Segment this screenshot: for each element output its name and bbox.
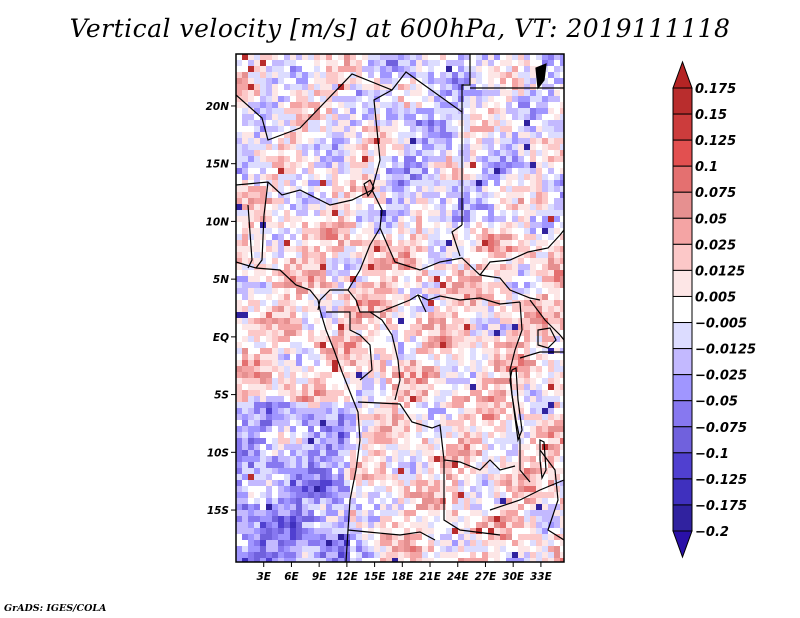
colorbar-swatch (672, 191, 693, 219)
colorbar-label: 0.005 (695, 290, 736, 305)
border-benin-nigeria (255, 181, 269, 269)
colorbar-label: 0.075 (695, 186, 736, 201)
colorbar-swatch (672, 243, 693, 271)
lake-malawi (539, 439, 547, 481)
colorbar-swatch (672, 426, 693, 454)
colorbar-swatch (672, 452, 693, 480)
border-chad-sudan-egypt (461, 54, 471, 112)
colorbar-label: 0.1 (695, 160, 718, 175)
colorbar-swatch (672, 269, 693, 297)
lake-victoria (537, 327, 557, 349)
colorbar-extend-max (672, 60, 693, 89)
y-tick-label: 5S (214, 390, 229, 402)
colorbar-swatch (672, 322, 693, 350)
colorbar-label: 0.025 (695, 238, 736, 253)
border-sudan-southsudan (479, 229, 564, 276)
colorbar-swatch (672, 139, 693, 167)
velocity-field (236, 54, 564, 562)
x-tick-label: 9E (312, 571, 327, 583)
border-angola-namibia (347, 529, 436, 541)
colorbar-label: −0.075 (695, 421, 747, 436)
colorbar-swatch (672, 504, 693, 532)
colorbar-label: −0.0125 (695, 343, 756, 358)
colorbar-label: −0.1 (695, 447, 729, 462)
colorbar-label: 0.15 (695, 108, 727, 123)
y-axis: 20N 15N 10N 5N EQ 5S 10S 15S (206, 101, 236, 517)
border-chad-sudan (451, 224, 463, 257)
x-tick-label: 21E (419, 571, 442, 583)
colorbar-label: 0.05 (695, 212, 727, 227)
border-togo-ghana (247, 204, 253, 269)
x-tick-label: 33E (530, 571, 553, 583)
y-tick-label: 20N (206, 101, 230, 113)
colorbar-label: −0.175 (695, 499, 747, 514)
colorbar-label: −0.005 (695, 317, 747, 332)
y-tick-label: 15N (206, 159, 230, 171)
y-tick-label: 5N (213, 274, 229, 286)
x-tick-label: 12E (336, 571, 359, 583)
border-chad-car (379, 227, 541, 301)
colorbar-label: 0.0125 (695, 264, 745, 279)
colorbar: 0.175 0.15 0.125 0.1 0.075 0.05 0.025 0.0125 0.0… (672, 60, 756, 559)
x-tick-label: 30E (502, 571, 525, 583)
x-axis: 3E 6E 9E 12E 15E 18E 21E 24E 27E 30E 33E (256, 562, 553, 583)
y-tick-label: 10N (206, 216, 230, 228)
border-congo-drc (369, 311, 401, 401)
colorbar-swatch (672, 374, 693, 402)
border-libya-niger-chad (236, 71, 463, 225)
x-tick-label: 27E (475, 571, 498, 583)
border-gabon-congo (326, 311, 373, 381)
x-tick-label: 18E (391, 571, 414, 583)
y-tick-label: EQ (213, 332, 229, 344)
colorbar-swatch (672, 400, 693, 428)
x-tick-label: 6E (284, 571, 299, 583)
colorbar-label: −0.05 (695, 395, 738, 410)
colorbar-extend-min (672, 530, 693, 559)
y-tick-label: 15S (207, 505, 229, 517)
colorbar-swatch (672, 478, 693, 506)
border-angola-zambia (443, 460, 501, 536)
colorbar-label: −0.125 (695, 473, 747, 488)
coastline-gulf-of-guinea (236, 261, 361, 562)
border-niger-chad (371, 89, 393, 191)
colorbar-swatch (672, 217, 693, 245)
colorbar-swatch (672, 87, 693, 115)
x-tick-label: 3E (256, 571, 271, 583)
colorbar-swatch (672, 348, 693, 376)
grads-credit: GrADS: IGES/COLA (4, 603, 107, 614)
nile-region-lake (535, 63, 547, 90)
colorbar-swatch (672, 295, 693, 324)
lake-tanganyika (509, 367, 523, 443)
border-nigeria-cameroon (317, 189, 383, 311)
border-zambia-zimbabwe (489, 479, 564, 511)
colorbar-swatch (672, 165, 693, 193)
colorbar-label: 0.125 (695, 134, 736, 149)
x-tick-label: 24E (447, 571, 470, 583)
border-mozambique (539, 449, 564, 541)
colorbar-label: −0.2 (695, 525, 729, 540)
colorbar-label: −0.025 (695, 369, 747, 384)
border-car-drc (417, 294, 521, 305)
map-frame (235, 53, 565, 563)
border-tanzania (519, 351, 564, 359)
border-uganda-kenya (529, 299, 564, 341)
x-tick-label: 15E (364, 571, 387, 583)
lake-chad (363, 179, 375, 198)
country-borders (236, 54, 564, 562)
colorbar-label: 0.175 (695, 82, 736, 97)
y-tick-label: 10S (207, 447, 229, 459)
colorbar-swatch (672, 113, 693, 141)
chart-title: Vertical velocity [m/s] at 600hPa, VT: 2… (69, 14, 731, 43)
